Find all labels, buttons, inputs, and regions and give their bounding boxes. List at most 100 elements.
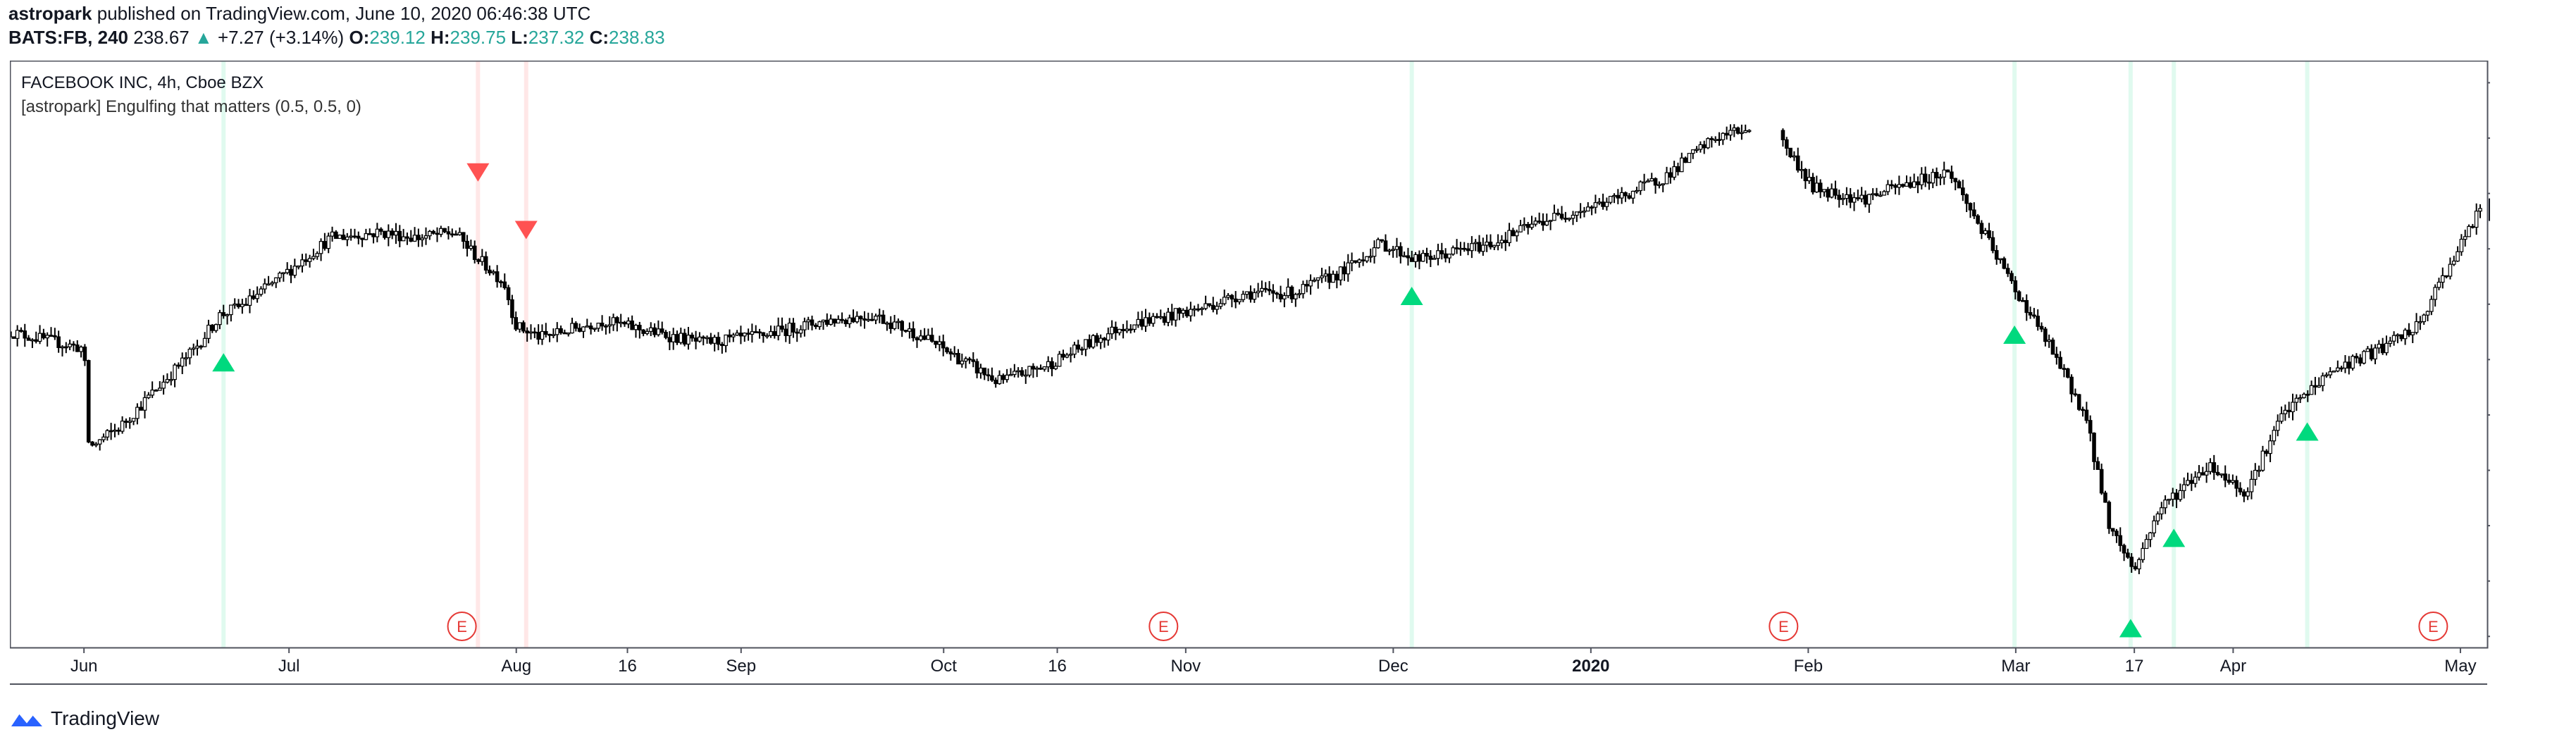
candle [79,345,83,358]
candle [1091,334,1096,349]
candle [2429,295,2434,316]
candle [1548,219,1553,230]
candle [2328,367,2332,378]
candle-body [158,388,162,391]
candle-body [199,345,204,348]
candle-body [2215,471,2220,476]
candle-body [1931,172,1936,184]
candle [469,240,473,251]
candle-body [1582,210,1587,213]
candle [1848,187,1853,209]
candle [401,228,406,242]
candle-body [1380,239,1384,242]
candle [488,265,492,276]
candle-body [1871,193,1875,195]
candle-body [1837,194,1842,200]
candle-body [1800,168,1804,171]
candle-body [2456,251,2460,262]
candle-body [1170,311,1175,321]
earnings-marker: E [2418,612,2448,641]
candle-body [19,330,23,332]
candle [2332,370,2336,373]
candle-body [2231,480,2235,483]
candle [2103,490,2107,503]
candle-body [495,271,500,283]
candle [720,342,724,354]
candle-body [937,341,942,345]
candle-body [1241,294,1246,300]
candle [199,345,204,350]
candle-body [187,349,192,359]
candle [1590,205,1594,216]
candle [596,323,601,332]
candle-body [2474,211,2479,228]
time-axis[interactable]: Jun Jul Aug 16 Sep Oct 16 Nov Dec 2020 Feb Mar 17 Apr… [10,647,2487,685]
candle [1102,337,1107,348]
candle-body [858,316,863,320]
earnings-marker: E [447,612,477,641]
candle-body [120,421,125,432]
author-name[interactable]: astropark [8,3,92,24]
candle [375,223,380,242]
candle-body [142,397,147,411]
candle-body [2253,469,2258,480]
candle-body [1702,144,1707,149]
candle [1331,271,1335,283]
indicator-legend[interactable]: [astropark] Engulfing that matters (0.5,… [21,97,361,116]
candle-body [431,230,435,234]
candle-body [551,334,556,336]
candle [1072,342,1077,359]
up-arrow-icon: ▲ [194,27,213,48]
candle-body [1690,149,1695,154]
candle-body [2065,368,2070,378]
candle [540,324,545,345]
candle-body [671,334,676,342]
candle-body [664,332,668,338]
candle-body [1087,339,1092,348]
brand-footer[interactable]: TradingView [10,705,159,733]
candle-body [176,364,181,367]
candle [1065,352,1070,359]
candle-body [2451,260,2456,265]
candle [128,417,132,429]
candle-body [971,359,976,362]
candle [1286,278,1290,299]
series-legend[interactable]: FACEBOOK INC, 4h, Cboe BZX [21,73,264,92]
candle-body [2422,314,2426,323]
candle-body [247,295,252,306]
candle-body [109,430,113,433]
candle-body [147,395,151,399]
candle [1481,237,1485,256]
candle [934,340,938,349]
candle-body [2242,491,2246,497]
candle [1181,308,1186,318]
candle [1826,187,1831,202]
candle-body [1470,243,1474,252]
candle-body [574,323,578,329]
candle [2039,322,2044,333]
time-tick-label: 16 [1048,657,1067,676]
candle [888,316,893,334]
candle [120,416,125,434]
candle-body [82,346,87,361]
candle [2092,432,2096,471]
candle-body [1833,188,1838,196]
candle-body [386,230,391,238]
candle-body [491,271,496,273]
candle-body [727,334,732,337]
candle [56,330,61,353]
candle [428,230,432,240]
candle-body [1593,202,1598,208]
candle [979,364,983,379]
candle [1889,180,1894,190]
candle-body [1053,366,1058,369]
candle-body [1983,230,1988,235]
candle [814,323,818,330]
candle [1840,193,1845,205]
candle-body [439,228,443,235]
candle-body [1649,178,1654,182]
candle [2155,511,2160,526]
candle-body [806,319,810,323]
